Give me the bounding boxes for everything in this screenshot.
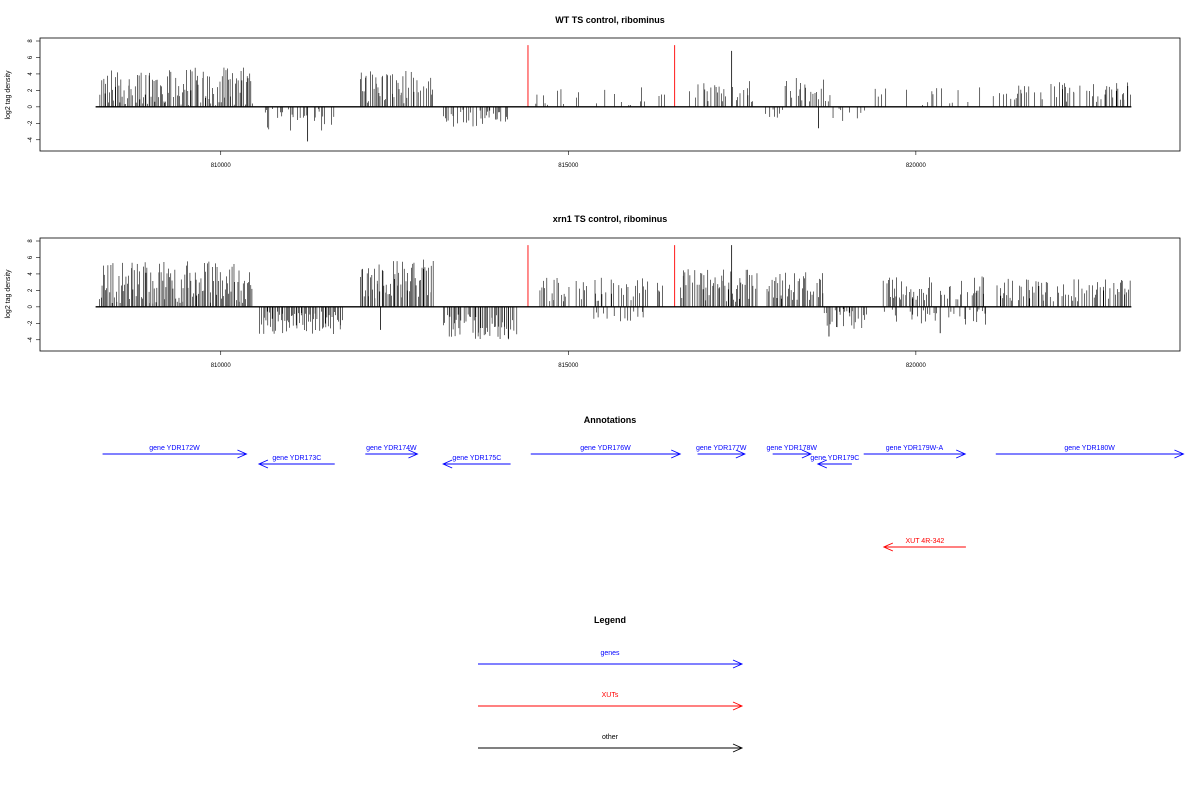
wt-xtick-label: 815000 [558, 163, 579, 169]
gene-label: gene YDR179W-A [886, 445, 944, 452]
xrn1-x-axis: 810000 815000 820000 [211, 351, 927, 369]
xrn1-ytick-label: 4 [28, 272, 34, 276]
legend-items: genes XUTs other [478, 650, 744, 753]
xrn1-xtick-label: 810000 [211, 363, 232, 369]
gene-label: gene YDR173C [272, 455, 321, 462]
gene-arrow-head [816, 459, 828, 469]
legend-title: Legend [594, 615, 626, 625]
gene-arrow-head [237, 449, 248, 459]
wt-xtick-label: 810000 [211, 163, 232, 169]
wt-track-title: WT TS control, ribominus [555, 15, 665, 25]
legend-arrowhead [732, 743, 744, 753]
xrn1-ytick-label: -4 [28, 336, 34, 342]
xrn1-track-panel: xrn1 TS control, ribominus log2 tag dens… [5, 214, 1181, 369]
wt-xtick-label: 820000 [906, 163, 927, 169]
gene-label: gene YDR176W [580, 445, 631, 452]
wt-plot-frame [39, 37, 1181, 152]
legend-label: other [602, 734, 619, 741]
wt-ytick-label: 0 [28, 105, 34, 109]
xrn1-xtick-label: 820000 [906, 363, 927, 369]
xrn1-track-ylabel: log2 tag density [5, 269, 12, 319]
wt-ytick-label: 8 [28, 39, 34, 43]
gene-label: gene YDR175C [452, 455, 501, 462]
wt-ytick-label: 6 [28, 55, 34, 59]
gene-label: gene YDR177W [696, 445, 747, 452]
gene-arrow-head [671, 449, 682, 459]
xrn1-ytick-label: 0 [28, 305, 34, 309]
gene-arrow-head [257, 459, 269, 469]
xut-label: XUT 4R-342 [905, 538, 944, 545]
wt-track-panel: WT TS control, ribominus log2 tag densit… [5, 15, 1181, 169]
gene-arrow-head [1174, 449, 1185, 459]
legend-arrowhead [732, 659, 744, 669]
wt-ytick-label: 4 [28, 72, 34, 76]
gene-label: gene YDR172W [149, 445, 200, 452]
annotations-title: Annotations [584, 415, 637, 425]
wt-ytick-label: -2 [28, 120, 34, 126]
xrn1-ytick-label: -2 [28, 320, 34, 326]
gene-arrow-head [735, 449, 746, 459]
gene-label: gene YDR178W [767, 445, 818, 452]
gene-label: gene YDR174W [366, 445, 417, 452]
xrn1-density-bars [95, 245, 1132, 340]
xrn1-xtick-label: 815000 [558, 363, 579, 369]
wt-y-axis: -4 -2 0 2 4 6 8 [28, 39, 40, 142]
xrn1-ytick-label: 6 [28, 255, 34, 259]
gene-arrow-head [956, 449, 967, 459]
xrn1-track-title: xrn1 TS control, ribominus [553, 214, 668, 224]
wt-ytick-label: -4 [28, 136, 34, 142]
xut-annotations: XUT 4R-342 [882, 538, 966, 552]
xrn1-ytick-label: 2 [28, 288, 34, 292]
gene-annotations: gene YDR172W gene YDR173C gene YDR174W gene… [102, 445, 1185, 469]
xut-arrow-head [882, 542, 894, 552]
gene-arrow-head [408, 449, 419, 459]
xrn1-plot-frame [39, 237, 1181, 352]
wt-track-ylabel: log2 tag density [5, 70, 12, 120]
gene-label: gene YDR180W [1064, 445, 1115, 452]
legend-label: genes [600, 650, 620, 657]
wt-ytick-label: 2 [28, 88, 34, 92]
wt-density-bars [95, 45, 1132, 142]
wt-x-axis: 810000 815000 820000 [211, 151, 927, 169]
gene-arrow-head [442, 459, 453, 469]
gene-arrow-head [801, 449, 812, 459]
legend: Legend genes XUTs other [478, 615, 744, 753]
xrn1-ytick-label: 8 [28, 239, 34, 243]
gene-label: gene YDR179C [810, 455, 859, 462]
legend-label: XUTs [602, 692, 619, 699]
xrn1-y-axis: -4 -2 0 2 4 6 8 [28, 239, 40, 342]
legend-arrowhead [732, 701, 744, 711]
